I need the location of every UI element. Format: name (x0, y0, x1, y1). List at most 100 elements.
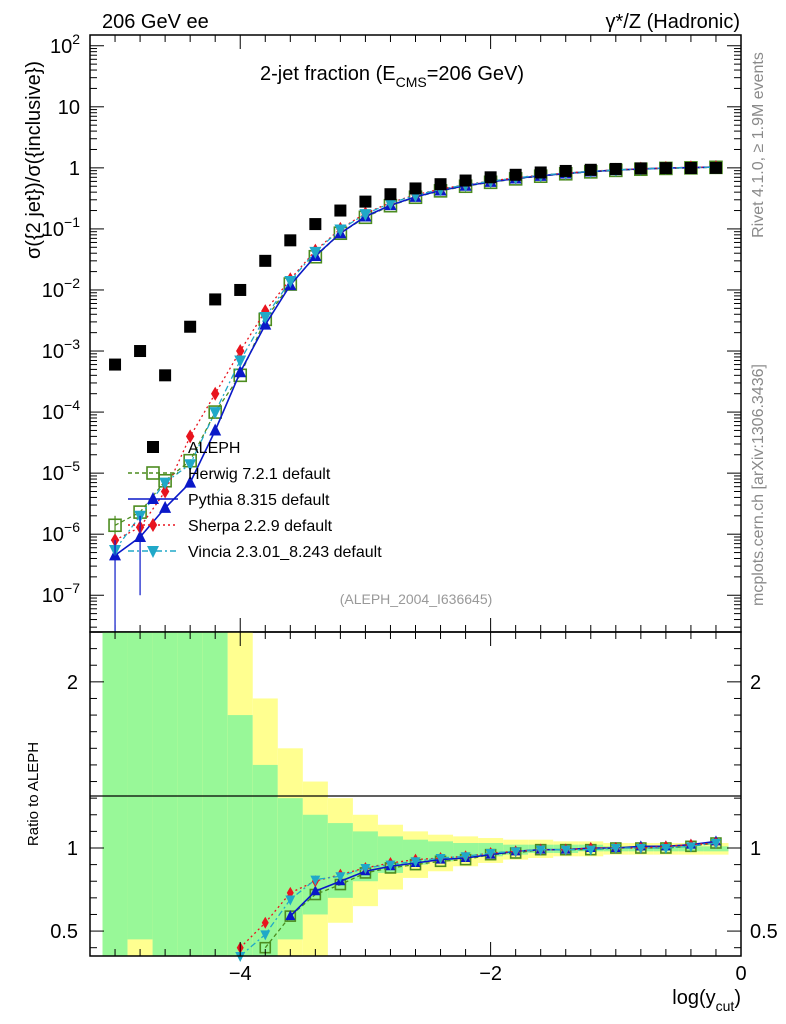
y-tick-label: 10−5 (42, 458, 80, 485)
header-right-label: γ*/Z (Hadronic) (606, 11, 740, 33)
header-left-label: 206 GeV ee (102, 11, 209, 33)
ratio-band-inner (202, 632, 228, 956)
y-tick-label: 102 (50, 31, 80, 58)
legend-label-data: ALEPH (188, 440, 240, 457)
vincia-point (259, 312, 272, 325)
ratio-band-inner (227, 715, 253, 956)
vincia-ratio-point (610, 844, 621, 854)
sherpa-point (210, 386, 220, 401)
vincia-point (359, 209, 372, 222)
aleph-data-point (409, 182, 422, 195)
vincia-ratio-point (585, 845, 596, 856)
ratio-plot-frame (89, 631, 742, 957)
vincia-point (309, 246, 322, 259)
ratio-panel: 0.5 0.5 1 1 2 2 −4 −2 0 Ratio to ALEPH log(ycut) (25, 631, 778, 1014)
sherpa-ratio-point (261, 916, 269, 929)
vincia-ratio-point (710, 839, 721, 850)
legend: ALEPH Herwig 7.2.1 default Pythia 8.315 de… (128, 440, 382, 561)
pythia-ratio-line (289, 840, 717, 917)
x-tick-label: −2 (479, 963, 502, 985)
vincia-point (384, 198, 397, 211)
aleph-data-point (559, 164, 572, 177)
ratio-band-inner (177, 632, 203, 956)
aleph-data-point (209, 293, 222, 306)
aleph-data-point (634, 162, 647, 175)
aleph-data-point (684, 161, 697, 174)
pythia-point (184, 475, 197, 488)
y-tick-label: 10−4 (42, 397, 80, 424)
y-tick-label: 10−1 (42, 214, 80, 241)
y-tick-label: 1 (69, 158, 80, 180)
y-tick-label: 10−7 (42, 580, 80, 607)
vincia-ratio-point (660, 844, 671, 854)
rivet-version-label: Rivet 4.1.0, ≥ 1.9M events (750, 52, 767, 238)
ratio-band-inner (102, 632, 128, 956)
vincia-ratio-point (435, 853, 446, 864)
x-axis-label-subscript: cut (716, 998, 735, 1014)
vincia-point (334, 224, 347, 237)
vincia-ratio-point (360, 863, 371, 874)
aleph-data-point (234, 283, 247, 296)
pythia-ratio-point (310, 885, 321, 896)
vincia-ratio-point (485, 848, 496, 859)
vincia-ratio-point (460, 852, 471, 863)
ratio-y-axis-label: Ratio to ALEPH (25, 742, 42, 846)
main-panel: 102 10 1 10−1 10−2 10−3 10−4 10−5 10−6 10−7 2-jet… (23, 31, 742, 633)
sherpa-ratio-line (239, 842, 717, 949)
vincia-ratio-point (285, 895, 296, 906)
ratio-y-tick-label-right: 0.5 (750, 921, 778, 943)
main-series-layer (108, 160, 723, 632)
sherpa-point (236, 344, 245, 359)
aleph-data-point (359, 195, 372, 208)
y-tick-label: 10−3 (42, 336, 80, 363)
aleph-data-point (384, 188, 397, 201)
vincia-ratio-point (410, 857, 421, 868)
legend-label-pythia: Pythia 8.315 default (188, 492, 330, 509)
aleph-data-point (184, 320, 197, 333)
vincia-point (284, 276, 297, 289)
x-axis-label-main: log(y (672, 987, 715, 1009)
main-y-tick-labels: 102 10 1 10−1 10−2 10−3 10−4 10−5 10−6 10−7 (42, 31, 80, 607)
pythia-ratio-point (285, 910, 296, 921)
ratio-tick-labels: 0.5 0.5 1 1 2 2 −4 −2 0 (50, 672, 778, 985)
vincia-ratio-point (535, 845, 546, 856)
aleph-data-point (534, 166, 547, 179)
x-axis-label: log(ycut) (672, 987, 741, 1014)
aleph-data-point (709, 161, 722, 174)
ratio-y-tick-label: 2 (67, 672, 78, 694)
aleph-data-point (259, 254, 272, 267)
aleph-data-point (459, 174, 472, 187)
aleph-data-point (484, 171, 497, 184)
ratio-band-inner (327, 823, 353, 898)
main-title: 2-jet fraction (ECMS=206 GeV) (260, 63, 524, 90)
y-tick-label: 10−2 (42, 275, 80, 302)
vincia-ratio-point (260, 930, 271, 941)
mcplots-label: mcplots.cern.ch [arXiv:1306.3436] (750, 364, 767, 606)
aleph-data-point (584, 163, 597, 176)
pythia-point (234, 365, 247, 378)
ratio-series-layer (235, 835, 722, 962)
main-title-text: 2-jet fraction (E (260, 63, 396, 85)
legend-marker-data (147, 441, 159, 453)
legend-marker-herwig (146, 466, 160, 480)
main-tick-layer (89, 35, 742, 632)
vincia-ratio-line (239, 842, 717, 957)
aleph-data-point (659, 162, 672, 175)
legend-marker-sherpa (148, 518, 158, 532)
main-title-tail: =206 GeV) (427, 63, 524, 85)
x-tick-label: 0 (735, 963, 746, 985)
vincia-ratio-point (560, 845, 571, 856)
ratio-y-tick-label: 0.5 (50, 921, 78, 943)
legend-marker-vincia (147, 546, 159, 558)
pythia-point (159, 500, 172, 513)
aleph-data-point (509, 168, 522, 181)
legend-label-sherpa: Sherpa 2.2.9 default (188, 518, 333, 535)
aleph-data-point (334, 204, 347, 217)
x-tick-label: −4 (229, 963, 252, 985)
x-axis-label-tail: ) (734, 987, 741, 1009)
ratio-y-tick-label-right: 2 (750, 672, 761, 694)
main-plot-frame (89, 34, 742, 633)
sherpa-point (160, 484, 170, 499)
aleph-data-point (309, 218, 322, 231)
